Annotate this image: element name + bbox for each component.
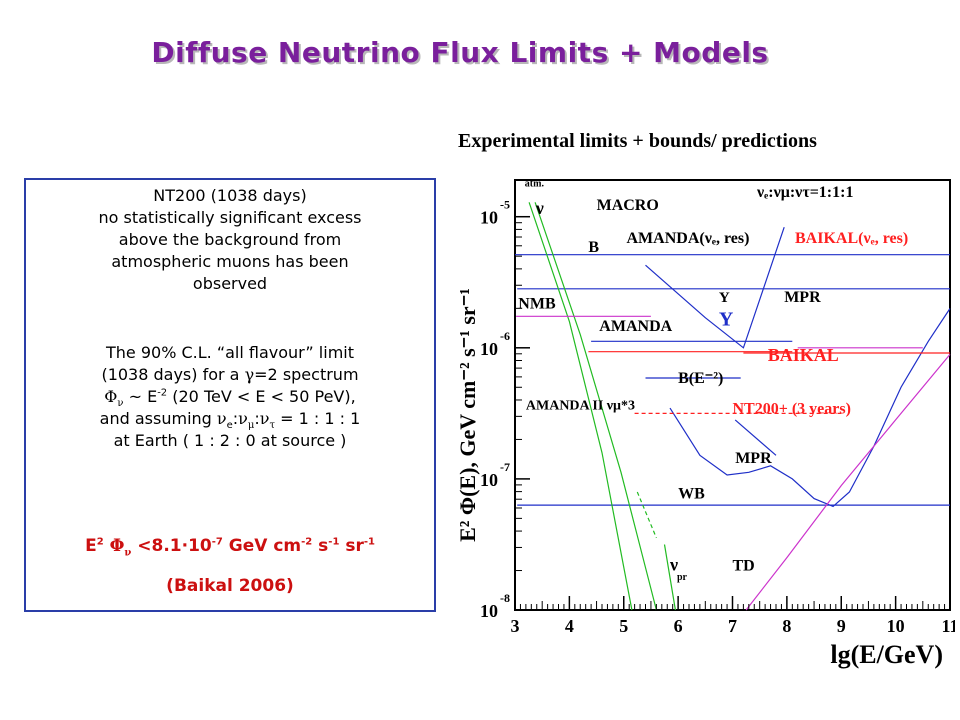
- y-tick-exponent: -6: [500, 329, 510, 343]
- flux-limit-formula: E2 Φν <8.1·10-7 GeV cm-2 s-1 sr-1: [85, 536, 375, 559]
- x-tick-label: 10: [887, 616, 905, 636]
- series-line: [645, 227, 785, 349]
- curve-label: TD: [733, 558, 755, 575]
- curve-label: ν: [535, 198, 544, 218]
- curve-label: νₑ:νμ:ντ=1:1:1: [756, 184, 853, 201]
- info-line: atmospheric muons has been: [111, 252, 349, 271]
- curve-label: WB: [678, 486, 705, 503]
- series-line: [534, 202, 657, 611]
- x-tick-label: 11: [941, 616, 955, 636]
- y-tick-label: 10: [480, 208, 498, 228]
- x-tick-label: 3: [511, 616, 520, 636]
- info-line: NT200 (1038 days): [153, 186, 307, 205]
- curve-label: atm.: [525, 179, 545, 190]
- curve-label: AMANDA II νμ*3: [526, 398, 635, 413]
- series-line: [528, 202, 633, 611]
- info-line: at Earth ( 1 : 2 : 0 at source ): [113, 431, 347, 450]
- info-line: above the background from: [118, 230, 342, 249]
- y-tick-label: 10: [480, 339, 498, 359]
- y-tick-exponent: -7: [500, 460, 510, 474]
- annotation-layer: atm. ν MACRO B AMANDA(νₑ, res) BAIKAL(νₑ, res…: [518, 179, 908, 583]
- curve-label: NT200+ (3 years): [733, 400, 851, 417]
- info-line: Φν ~ E-2 (20 TeV < E < 50 PeV),: [104, 387, 356, 410]
- observation-paragraph: NT200 (1038 days) no statistically signi…: [34, 185, 426, 295]
- slide-title: Diffuse Neutrino Flux Limits + Models: [151, 36, 769, 69]
- x-axis-label: lg(E/GeV): [830, 640, 943, 669]
- curve-label: B: [588, 239, 599, 256]
- x-tick-label: 5: [619, 616, 628, 636]
- curve-label: AMANDA: [599, 318, 672, 335]
- chart-subtitle: Experimental limits + bounds/ prediction…: [458, 130, 817, 152]
- y-axis-label: E² Φ(E), GeV cm⁻² s⁻¹ sr⁻¹: [455, 288, 480, 542]
- curve-label: BAIKAL(νₑ, res): [795, 230, 908, 247]
- info-line: The 90% C.L. “all flavour” limit: [105, 343, 354, 362]
- curve-label: MPR: [784, 289, 821, 306]
- info-line: (1038 days) for a γ=2 spectrum: [101, 365, 359, 384]
- flux-limits-chart: atm. ν MACRO B AMANDA(νₑ, res) BAIKAL(νₑ, res…: [455, 179, 955, 669]
- series-line: [734, 419, 777, 456]
- info-line: and assuming νe:νμ:ντ = 1 : 1 : 1: [99, 409, 361, 432]
- info-line: no statistically significant excess: [98, 208, 362, 227]
- series-line: [636, 491, 657, 539]
- y-tick-label: 10: [480, 470, 498, 490]
- curve-label: Y: [719, 309, 734, 331]
- series-line: [745, 354, 951, 611]
- y-tick-exponent: -5: [500, 198, 510, 212]
- curve-label: NMB: [518, 296, 556, 313]
- info-line: observed: [192, 274, 268, 293]
- x-tick-label: 8: [782, 616, 791, 636]
- curve-label: MACRO: [597, 197, 659, 214]
- x-tick-label: 9: [837, 616, 846, 636]
- citation: (Baikal 2006): [166, 576, 294, 596]
- y-tick-exponent: -8: [500, 591, 510, 605]
- curve-label: B(E⁻²): [678, 370, 723, 387]
- x-tick-label: 7: [728, 616, 737, 636]
- curve-label: pr: [677, 572, 688, 583]
- curve-label: ν: [669, 555, 678, 575]
- series-line: [669, 308, 951, 508]
- curve-label: Y: [719, 290, 730, 306]
- series-layer: [515, 202, 951, 611]
- curve-label: BAIKAL: [768, 345, 839, 365]
- curve-label: AMANDA(νₑ, res): [627, 230, 750, 247]
- result-info-box: NT200 (1038 days) no statistically signi…: [24, 178, 436, 612]
- curve-label: MPR: [735, 450, 772, 467]
- series-line: [663, 544, 676, 611]
- x-tick-label: 4: [565, 616, 574, 636]
- x-tick-label: 6: [674, 616, 683, 636]
- limit-paragraph: The 90% C.L. “all flavour” limit (1038 d…: [34, 342, 426, 452]
- y-tick-label: 10: [480, 601, 498, 621]
